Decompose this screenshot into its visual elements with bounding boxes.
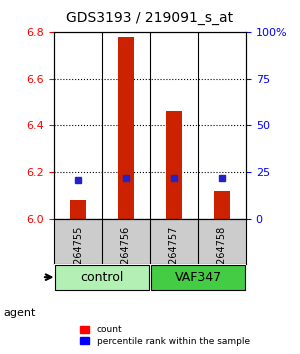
Legend: count, percentile rank within the sample: count, percentile rank within the sample <box>80 325 250 346</box>
Text: VAF347: VAF347 <box>174 271 222 284</box>
Text: GSM264758: GSM264758 <box>217 226 227 285</box>
FancyBboxPatch shape <box>151 264 245 290</box>
Text: agent: agent <box>3 308 35 318</box>
Bar <box>214 191 230 219</box>
Text: GSM264755: GSM264755 <box>73 226 83 285</box>
Bar <box>118 36 134 219</box>
FancyBboxPatch shape <box>55 264 149 290</box>
Bar <box>70 200 86 219</box>
Text: GDS3193 / 219091_s_at: GDS3193 / 219091_s_at <box>66 11 234 25</box>
Text: GSM264756: GSM264756 <box>121 226 131 285</box>
Text: GSM264757: GSM264757 <box>169 226 179 285</box>
Bar <box>166 112 182 219</box>
Text: control: control <box>80 271 124 284</box>
